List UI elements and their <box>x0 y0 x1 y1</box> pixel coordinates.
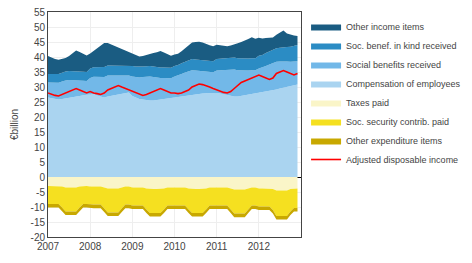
svg-text:2011: 2011 <box>206 241 228 252</box>
svg-text:20: 20 <box>34 112 46 123</box>
svg-text:2009: 2009 <box>121 241 144 252</box>
svg-text:2010: 2010 <box>163 241 186 252</box>
svg-text:€billion: €billion <box>9 109 20 140</box>
svg-text:Other expenditure items: Other expenditure items <box>346 136 443 146</box>
svg-text:50: 50 <box>34 22 46 33</box>
svg-text:-20: -20 <box>31 232 46 243</box>
svg-text:40: 40 <box>34 52 46 63</box>
svg-text:2007: 2007 <box>37 241 60 252</box>
svg-text:Social benefits received: Social benefits received <box>346 60 441 70</box>
svg-text:45: 45 <box>34 37 46 48</box>
svg-text:Compensation of employees: Compensation of employees <box>346 79 461 89</box>
svg-text:2008: 2008 <box>79 241 102 252</box>
svg-text:10: 10 <box>34 142 46 153</box>
svg-text:2012: 2012 <box>248 241 271 252</box>
svg-text:0: 0 <box>39 172 45 183</box>
svg-text:-5: -5 <box>36 187 45 198</box>
svg-text:Taxes paid: Taxes paid <box>346 98 389 108</box>
svg-text:5: 5 <box>39 157 45 168</box>
svg-text:30: 30 <box>34 82 46 93</box>
svg-text:-10: -10 <box>31 202 46 213</box>
svg-text:-15: -15 <box>31 217 46 228</box>
svg-text:Soc. benef. in kind received: Soc. benef. in kind received <box>346 41 457 51</box>
svg-text:25: 25 <box>34 97 46 108</box>
svg-text:35: 35 <box>34 67 46 78</box>
svg-text:Other income items: Other income items <box>346 22 425 32</box>
svg-text:55: 55 <box>34 7 46 18</box>
svg-text:Adjusted disposable income: Adjusted disposable income <box>346 155 458 165</box>
svg-text:Soc. security contrib. paid: Soc. security contrib. paid <box>346 117 449 127</box>
svg-text:15: 15 <box>34 127 46 138</box>
